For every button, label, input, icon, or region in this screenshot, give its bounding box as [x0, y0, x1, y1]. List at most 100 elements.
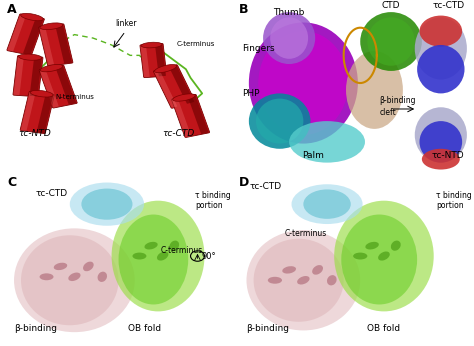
Ellipse shape [68, 273, 81, 281]
Ellipse shape [292, 184, 363, 224]
Ellipse shape [246, 230, 360, 330]
Ellipse shape [141, 42, 162, 48]
FancyBboxPatch shape [172, 94, 210, 137]
Text: C-terminus: C-terminus [160, 246, 202, 255]
Text: Fingers: Fingers [242, 44, 274, 53]
Ellipse shape [417, 45, 465, 93]
Ellipse shape [327, 275, 337, 285]
Text: τ binding
portion: τ binding portion [195, 191, 231, 210]
Ellipse shape [169, 240, 179, 251]
FancyBboxPatch shape [140, 44, 167, 78]
Text: τc-CTD: τc-CTD [163, 129, 195, 138]
FancyBboxPatch shape [21, 92, 36, 131]
Ellipse shape [365, 242, 379, 249]
Ellipse shape [98, 272, 107, 282]
Ellipse shape [378, 252, 390, 261]
Ellipse shape [422, 149, 460, 170]
Text: β-binding: β-binding [246, 324, 290, 333]
Text: cleft: cleft [379, 108, 396, 117]
FancyBboxPatch shape [155, 44, 166, 76]
FancyBboxPatch shape [55, 65, 76, 104]
Text: B: B [239, 3, 249, 17]
FancyBboxPatch shape [55, 24, 72, 64]
Ellipse shape [254, 239, 344, 322]
Text: τc-NTD: τc-NTD [432, 151, 465, 160]
Ellipse shape [39, 273, 54, 280]
Ellipse shape [111, 201, 204, 311]
Text: CTD: CTD [382, 1, 401, 10]
Ellipse shape [30, 90, 53, 97]
Ellipse shape [297, 276, 310, 284]
Text: D: D [239, 176, 250, 190]
FancyBboxPatch shape [40, 69, 59, 108]
Ellipse shape [249, 93, 310, 149]
Ellipse shape [249, 22, 358, 144]
FancyBboxPatch shape [8, 14, 26, 51]
Ellipse shape [54, 263, 67, 270]
FancyBboxPatch shape [169, 65, 194, 104]
Ellipse shape [157, 252, 168, 261]
Ellipse shape [419, 16, 462, 47]
Ellipse shape [341, 215, 417, 304]
Ellipse shape [312, 265, 323, 275]
Ellipse shape [132, 253, 146, 260]
Text: OB fold: OB fold [367, 324, 401, 333]
Ellipse shape [391, 240, 401, 251]
Ellipse shape [173, 94, 195, 101]
Text: PHP: PHP [242, 89, 259, 98]
Ellipse shape [145, 242, 158, 249]
Text: τc-NTD: τc-NTD [18, 129, 51, 138]
Ellipse shape [334, 201, 434, 311]
Ellipse shape [40, 64, 63, 72]
Text: τc-CTD: τc-CTD [432, 1, 465, 10]
Text: Thumb: Thumb [273, 8, 305, 17]
Ellipse shape [18, 54, 42, 60]
Text: 90°: 90° [202, 252, 217, 261]
FancyBboxPatch shape [140, 45, 150, 77]
Ellipse shape [415, 17, 467, 80]
FancyBboxPatch shape [39, 27, 54, 66]
Ellipse shape [270, 17, 308, 59]
FancyBboxPatch shape [23, 17, 44, 55]
FancyBboxPatch shape [13, 56, 24, 95]
Ellipse shape [21, 235, 118, 325]
Ellipse shape [303, 190, 351, 219]
Text: C: C [7, 176, 16, 190]
Text: N-terminus: N-terminus [56, 94, 95, 100]
Ellipse shape [70, 183, 144, 226]
FancyBboxPatch shape [7, 14, 45, 55]
Text: C-terminus: C-terminus [177, 41, 215, 47]
FancyBboxPatch shape [154, 70, 177, 108]
Ellipse shape [282, 266, 296, 274]
Ellipse shape [419, 121, 462, 163]
Text: C-terminus: C-terminus [284, 229, 327, 238]
FancyBboxPatch shape [36, 94, 54, 133]
Ellipse shape [83, 262, 94, 271]
Ellipse shape [21, 13, 43, 21]
FancyBboxPatch shape [39, 24, 73, 66]
Text: Palm: Palm [302, 151, 324, 160]
Ellipse shape [268, 277, 282, 284]
FancyBboxPatch shape [39, 65, 77, 108]
Ellipse shape [360, 12, 422, 71]
FancyBboxPatch shape [13, 56, 43, 97]
Ellipse shape [40, 23, 63, 29]
FancyBboxPatch shape [154, 65, 195, 108]
Ellipse shape [258, 31, 348, 135]
FancyBboxPatch shape [30, 57, 42, 96]
Ellipse shape [415, 107, 467, 163]
Text: linker: linker [115, 19, 136, 28]
Text: τc-CTD: τc-CTD [249, 182, 282, 191]
FancyBboxPatch shape [188, 95, 209, 134]
Ellipse shape [346, 51, 403, 129]
Ellipse shape [353, 253, 367, 260]
Ellipse shape [155, 64, 176, 73]
Ellipse shape [263, 12, 315, 64]
Ellipse shape [82, 189, 132, 220]
FancyBboxPatch shape [172, 98, 191, 137]
Ellipse shape [256, 99, 303, 144]
Ellipse shape [289, 121, 365, 163]
Text: β-binding: β-binding [379, 96, 416, 105]
Ellipse shape [367, 17, 415, 66]
FancyBboxPatch shape [20, 91, 55, 134]
